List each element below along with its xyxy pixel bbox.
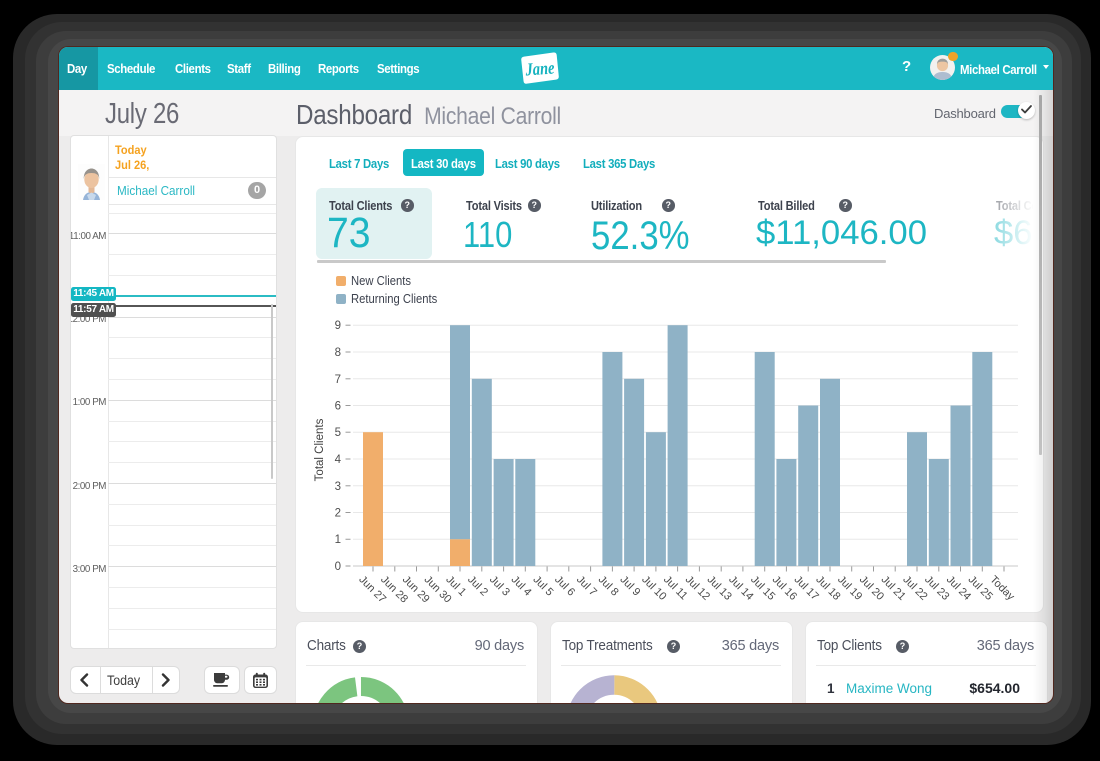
svg-text:Jul 9: Jul 9: [617, 574, 642, 599]
svg-text:8: 8: [335, 347, 341, 359]
svg-text:0: 0: [335, 561, 341, 573]
svg-text:Jane: Jane: [524, 58, 555, 80]
svg-text:Today: Today: [987, 574, 1017, 604]
svg-text:Total Clients: Total Clients: [314, 418, 326, 481]
svg-text:Jul 11: Jul 11: [661, 574, 690, 603]
svg-text:5: 5: [335, 427, 341, 439]
svg-text:Jul 4: Jul 4: [509, 574, 534, 599]
svg-text:1: 1: [335, 534, 341, 546]
svg-text:Jul 5: Jul 5: [530, 574, 555, 599]
svg-text:9: 9: [335, 320, 341, 332]
svg-text:Jul 2: Jul 2: [465, 574, 490, 599]
svg-text:Jul 3: Jul 3: [487, 574, 512, 599]
svg-text:3: 3: [335, 481, 341, 493]
svg-text:Jul 6: Jul 6: [552, 574, 577, 599]
svg-text:Jul 8: Jul 8: [596, 574, 621, 599]
svg-text:6: 6: [335, 401, 341, 413]
svg-text:4: 4: [335, 454, 342, 466]
svg-text:Jul 7: Jul 7: [574, 574, 599, 599]
svg-text:7: 7: [335, 374, 341, 386]
svg-text:2: 2: [335, 508, 341, 520]
